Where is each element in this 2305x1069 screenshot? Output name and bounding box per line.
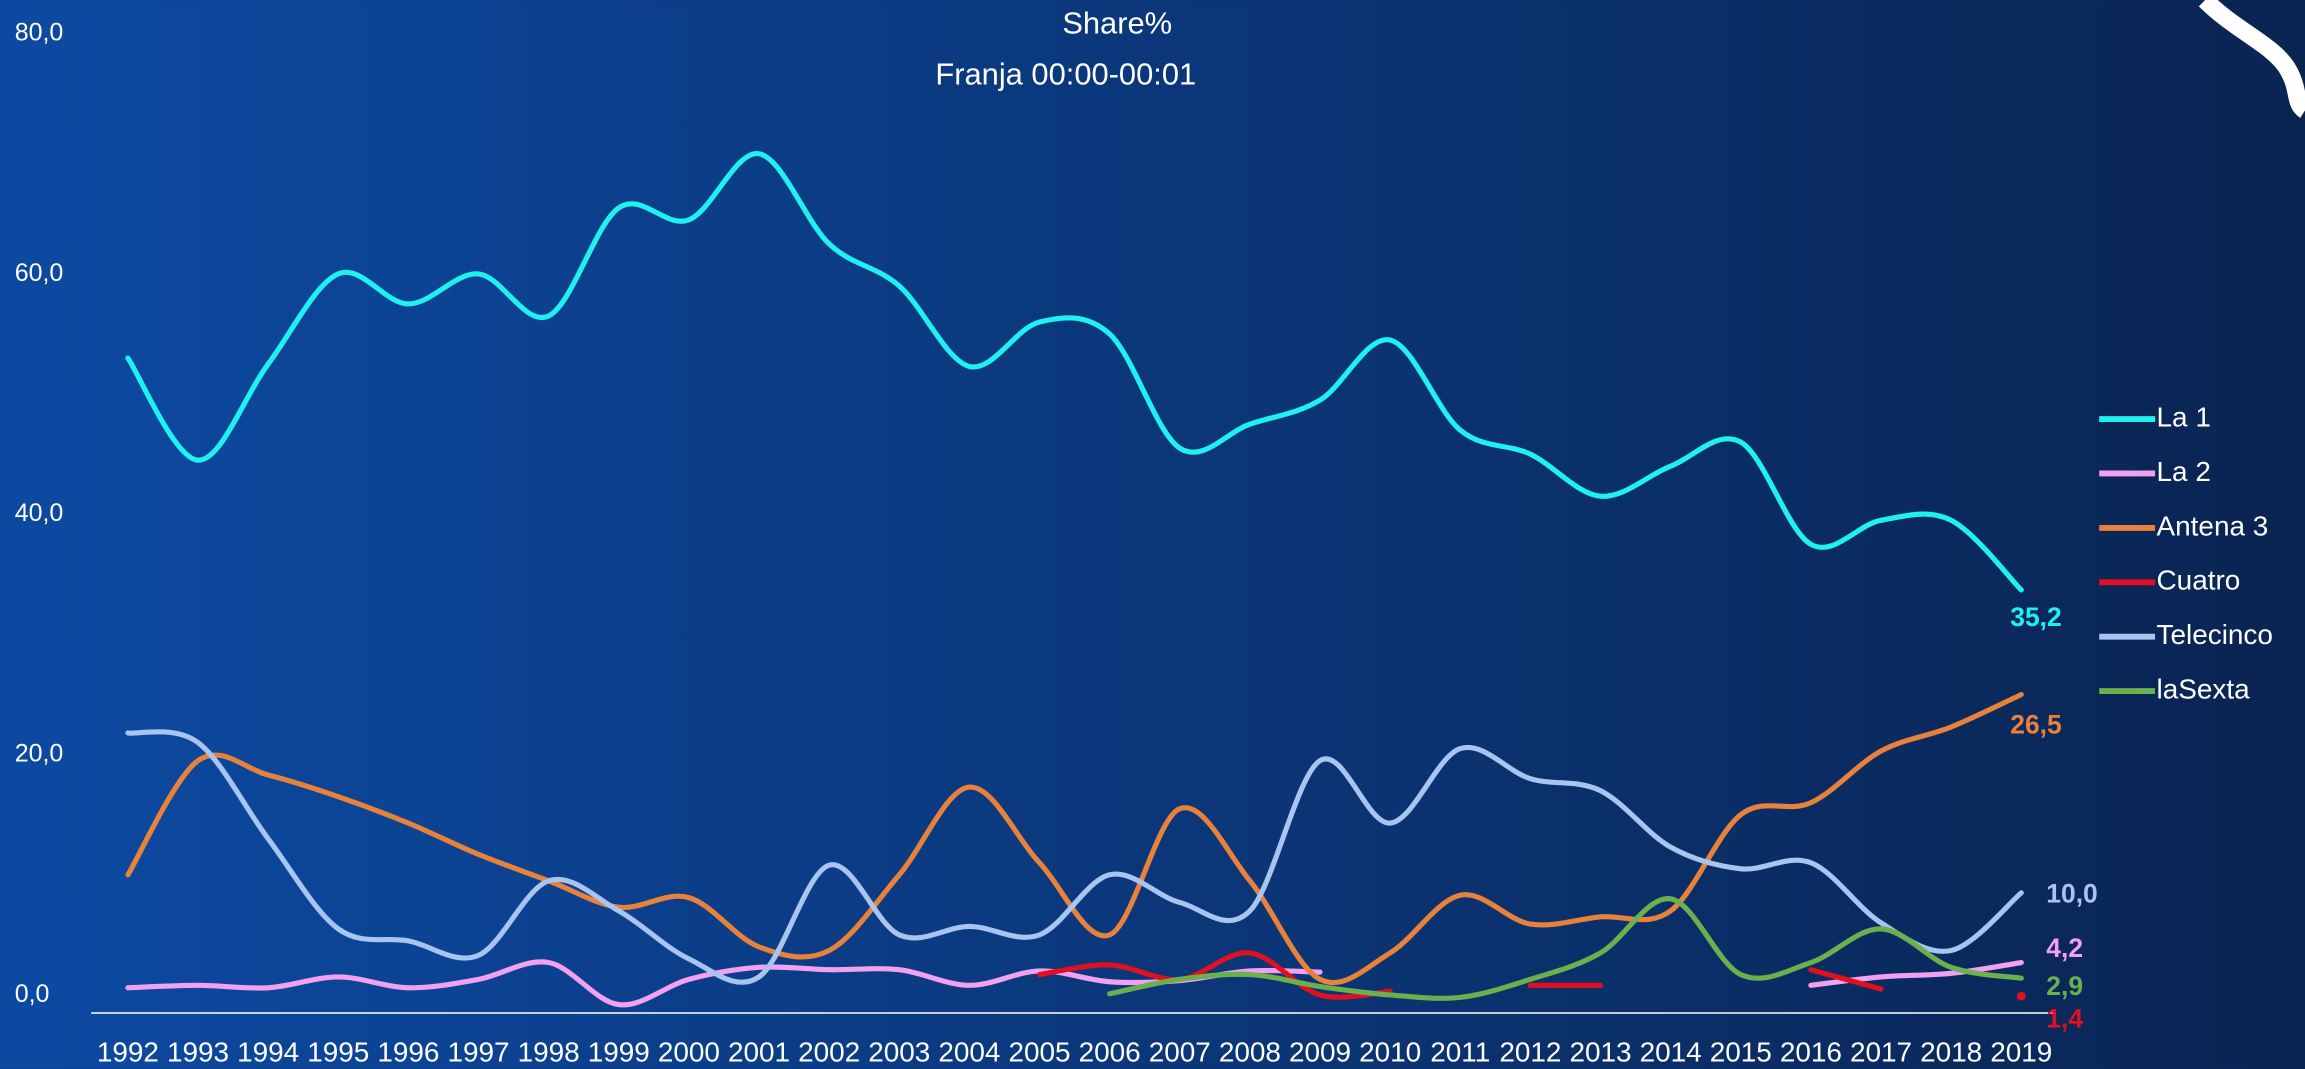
x-tick-label: 2009: [1289, 1037, 1351, 1068]
x-tick-label: 2006: [1079, 1037, 1141, 1068]
x-tick-label: 2013: [1569, 1037, 1631, 1068]
legend-label: Telecinco: [2157, 619, 2273, 650]
x-tick-label: 2002: [798, 1037, 860, 1068]
data-label: 1,4: [2046, 1003, 2083, 1033]
x-tick-label: 2004: [938, 1037, 1000, 1068]
legend-label: Antena 3: [2157, 510, 2269, 541]
x-tick-label: 1995: [307, 1037, 369, 1068]
x-tick-label: 2010: [1359, 1037, 1421, 1068]
x-tick-label: 1999: [588, 1037, 650, 1068]
data-label: 35,2: [2010, 602, 2062, 632]
legend-label: laSexta: [2157, 673, 2251, 704]
x-tick-label: 2012: [1499, 1037, 1561, 1068]
x-tick-label: 2007: [1149, 1037, 1211, 1068]
data-label: 10,0: [2046, 878, 2097, 908]
line-series: [1107, 896, 2024, 1001]
x-tick-label: 2017: [1850, 1037, 1912, 1068]
x-tick-label: 1996: [377, 1037, 439, 1068]
line-series: [125, 151, 2024, 593]
x-tick-label: 1998: [518, 1037, 580, 1068]
x-tick-label: 1992: [97, 1037, 159, 1068]
x-tick-label: 2014: [1640, 1037, 1702, 1068]
line-series: [1808, 967, 1884, 992]
data-label: 2,9: [2046, 971, 2083, 1001]
line-series: [125, 729, 2024, 985]
legend-label: La 1: [2157, 401, 2211, 432]
x-tick-label: 2016: [1780, 1037, 1842, 1068]
y-tick-label: 0,0: [15, 980, 50, 1008]
data-label: 4,2: [2046, 933, 2083, 963]
x-tick-label: 2018: [1920, 1037, 1982, 1068]
y-tick-label: 60,0: [15, 259, 64, 287]
chart-subtitle: Franja 00:00-00:01: [935, 57, 1196, 92]
x-tick-label: 2000: [658, 1037, 720, 1068]
line-series: [1036, 950, 1393, 1000]
y-tick-label: 20,0: [15, 740, 64, 768]
line-series: [125, 959, 1323, 1008]
x-tick-label: 2005: [1008, 1037, 1070, 1068]
x-tick-label: 1997: [447, 1037, 509, 1068]
y-tick-label: 40,0: [15, 499, 64, 527]
legend-label: La 2: [2157, 456, 2211, 487]
line-series: [125, 691, 2024, 986]
x-tick-label: 2008: [1219, 1037, 1281, 1068]
y-tick-label: 80,0: [15, 19, 64, 47]
x-tick-label: 1993: [167, 1037, 229, 1068]
x-tick-label: 2019: [1990, 1037, 2052, 1068]
data-label: 26,5: [2010, 709, 2062, 739]
x-tick-label: 2015: [1710, 1037, 1772, 1068]
x-tick-label: 1994: [237, 1037, 299, 1068]
chart-title: Share%: [1062, 5, 1172, 40]
line-point: [2016, 991, 2026, 1001]
plot: 0,0 20,0 40,0 60,0 80,0 1992 1993 1994 1995 1996 1…: [15, 19, 2273, 1068]
x-tick-label: 2001: [728, 1037, 790, 1068]
x-tick-label: 2011: [1430, 1037, 1490, 1068]
line-series: [1808, 959, 2024, 988]
logo: [2198, 0, 2305, 118]
x-tick-label: 2003: [868, 1037, 930, 1068]
legend-label: Cuatro: [2157, 565, 2241, 596]
